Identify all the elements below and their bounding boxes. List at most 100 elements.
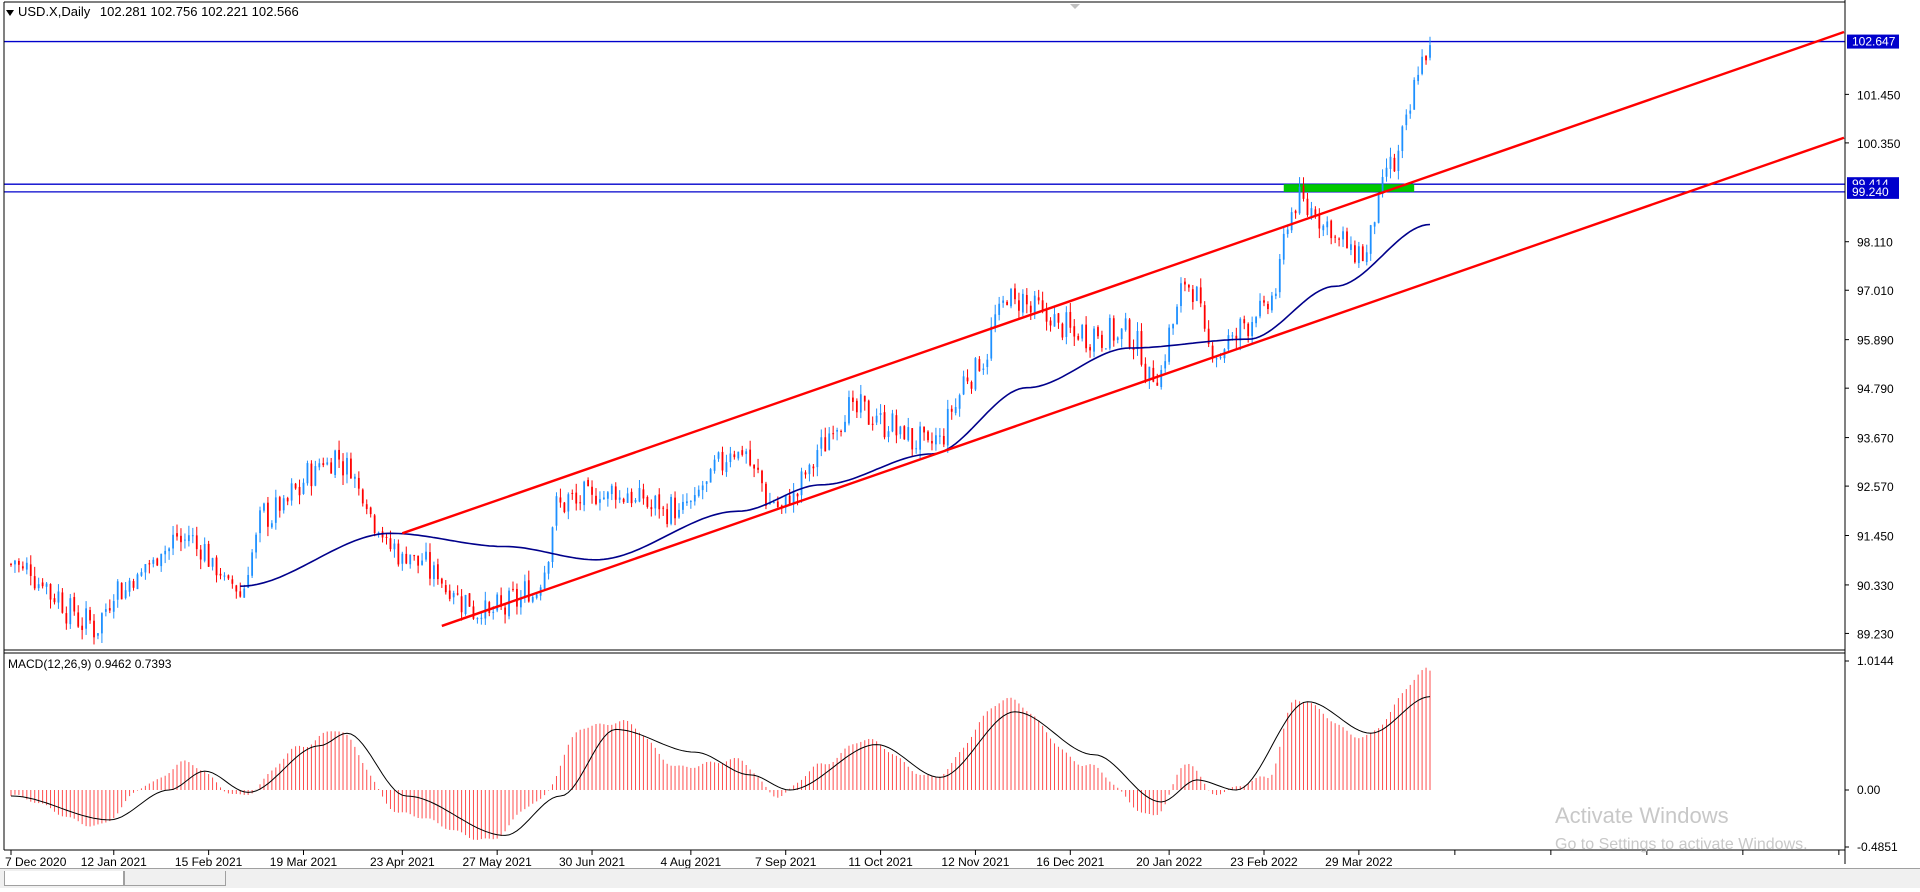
candle-body xyxy=(1116,337,1119,340)
candle xyxy=(1353,240,1356,264)
candle xyxy=(666,503,669,528)
candle xyxy=(911,428,914,457)
candle xyxy=(1191,285,1194,310)
candle xyxy=(887,426,890,443)
candle-body xyxy=(452,593,455,598)
candle-body xyxy=(832,433,835,435)
candle-body xyxy=(1136,331,1139,350)
candle xyxy=(982,363,985,375)
candle xyxy=(812,464,815,477)
candle xyxy=(219,568,222,580)
candle-body xyxy=(693,495,696,502)
time-tick-label: 29 Mar 2022 xyxy=(1325,855,1393,869)
chart-tab[interactable] xyxy=(124,871,226,886)
candle xyxy=(211,557,214,571)
candle xyxy=(824,427,827,452)
candle xyxy=(1124,312,1127,332)
candle xyxy=(326,457,329,466)
candle-body xyxy=(191,535,194,537)
candle xyxy=(1267,301,1269,315)
price-tick-label: 93.670 xyxy=(1857,432,1894,446)
candle-body xyxy=(1132,348,1135,351)
candle-body xyxy=(1160,369,1163,387)
candle xyxy=(1413,77,1416,110)
candle xyxy=(863,395,866,411)
candle xyxy=(682,494,684,514)
candle-body xyxy=(1172,324,1174,329)
candle-body xyxy=(1274,293,1277,296)
candle-body xyxy=(1014,288,1016,300)
candle xyxy=(788,488,791,506)
candle xyxy=(33,566,36,591)
candle-body xyxy=(270,523,273,528)
candle xyxy=(409,554,412,569)
candle-body xyxy=(994,314,997,328)
candle xyxy=(757,458,759,474)
candle xyxy=(895,409,898,444)
candle xyxy=(800,467,803,503)
candle-body xyxy=(551,527,554,562)
candle-body xyxy=(227,575,230,579)
candle-body xyxy=(950,408,953,412)
candle xyxy=(298,479,301,505)
macd-signal-line[interactable] xyxy=(10,696,1431,836)
candle-body xyxy=(1148,366,1151,381)
symbol-dropdown-icon[interactable] xyxy=(6,9,14,16)
candle-body xyxy=(500,595,503,607)
candle xyxy=(954,398,957,416)
candle xyxy=(417,555,420,574)
candle-body xyxy=(666,509,669,525)
candle-body xyxy=(1255,317,1257,324)
price-level-label-text: 102.647 xyxy=(1852,35,1896,49)
candle-body xyxy=(650,507,653,510)
candle-body xyxy=(721,451,724,471)
candle xyxy=(551,526,554,568)
candle-body xyxy=(978,359,981,372)
candle-body xyxy=(306,463,309,484)
candle xyxy=(1290,207,1293,234)
candle xyxy=(678,503,680,519)
candle xyxy=(231,575,234,589)
candle-body xyxy=(310,463,313,487)
supply-demand-zone[interactable] xyxy=(1283,184,1415,192)
chart-shift-marker[interactable] xyxy=(1070,4,1080,9)
candle xyxy=(1136,322,1139,356)
candle-body xyxy=(761,470,763,484)
candle-body xyxy=(184,539,186,541)
chart-tab[interactable] xyxy=(4,871,124,886)
candle xyxy=(820,429,823,457)
candle-body xyxy=(733,454,736,458)
candle-body xyxy=(772,502,775,504)
moving-average-line[interactable] xyxy=(240,223,1431,587)
candle-body xyxy=(1053,314,1056,327)
candle-body xyxy=(247,574,250,588)
candle xyxy=(705,481,708,493)
candle xyxy=(1160,365,1163,390)
candle-body xyxy=(1409,110,1412,114)
candle-body xyxy=(1112,318,1115,341)
candle-body xyxy=(701,485,704,491)
candle xyxy=(310,460,313,496)
candle xyxy=(618,490,621,504)
candle xyxy=(1018,292,1020,320)
candle-body xyxy=(1176,306,1178,325)
candle-body xyxy=(1002,300,1005,303)
candle xyxy=(1010,287,1012,309)
candle xyxy=(852,390,854,411)
candle-body xyxy=(25,562,28,570)
candle xyxy=(1338,237,1340,247)
candle-body xyxy=(259,510,261,534)
candle-body xyxy=(433,565,435,579)
channel-line-lower[interactable] xyxy=(441,136,1845,628)
candle-body xyxy=(883,412,886,438)
candle-body xyxy=(65,613,68,624)
candle xyxy=(1029,301,1032,321)
price-tick-label: 91.450 xyxy=(1857,530,1894,544)
channel-line-upper[interactable] xyxy=(401,30,1845,535)
candle-body xyxy=(1093,328,1095,352)
candle-body xyxy=(717,452,720,459)
candle-body xyxy=(618,497,621,500)
candle-body xyxy=(638,488,641,502)
